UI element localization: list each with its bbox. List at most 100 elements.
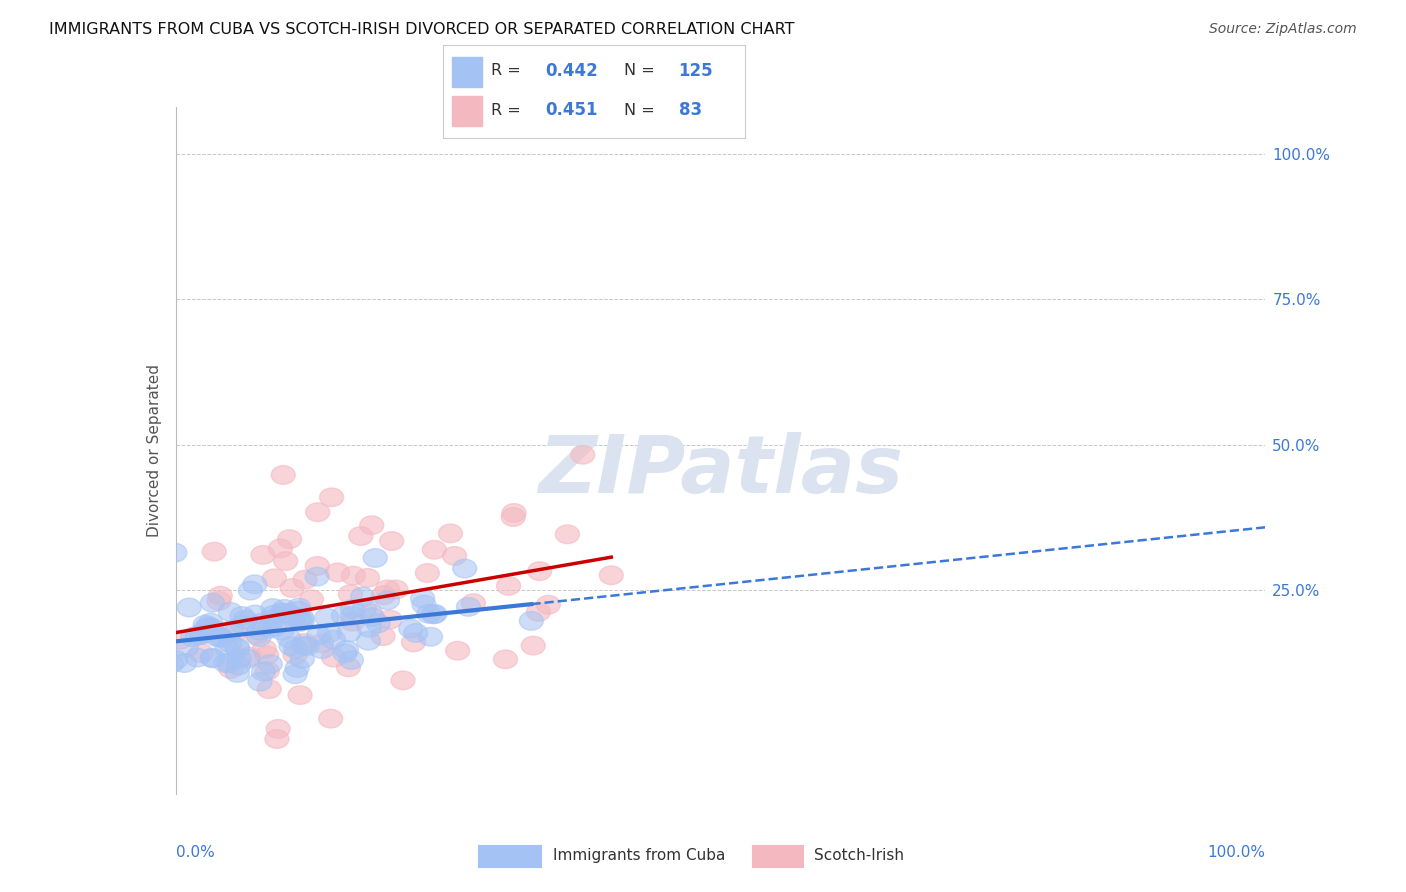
Ellipse shape bbox=[262, 606, 285, 624]
Ellipse shape bbox=[319, 709, 343, 728]
Ellipse shape bbox=[356, 568, 380, 587]
Ellipse shape bbox=[121, 658, 145, 677]
Ellipse shape bbox=[315, 608, 339, 627]
Ellipse shape bbox=[283, 665, 307, 683]
FancyBboxPatch shape bbox=[451, 57, 482, 87]
Ellipse shape bbox=[536, 595, 561, 614]
Ellipse shape bbox=[118, 620, 142, 639]
Ellipse shape bbox=[231, 607, 254, 625]
Ellipse shape bbox=[107, 659, 131, 678]
Ellipse shape bbox=[378, 610, 402, 629]
Ellipse shape bbox=[190, 625, 214, 644]
Ellipse shape bbox=[247, 673, 271, 691]
Ellipse shape bbox=[42, 628, 66, 646]
Text: 125: 125 bbox=[679, 62, 713, 79]
Ellipse shape bbox=[236, 649, 260, 668]
Ellipse shape bbox=[375, 591, 399, 609]
Ellipse shape bbox=[169, 631, 193, 649]
Ellipse shape bbox=[402, 633, 426, 652]
Ellipse shape bbox=[271, 466, 295, 484]
Text: R =: R = bbox=[491, 103, 522, 118]
Ellipse shape bbox=[305, 557, 329, 575]
Ellipse shape bbox=[97, 635, 121, 653]
Ellipse shape bbox=[141, 606, 165, 624]
Ellipse shape bbox=[264, 730, 288, 748]
Ellipse shape bbox=[305, 503, 329, 522]
Ellipse shape bbox=[290, 611, 315, 630]
Ellipse shape bbox=[202, 542, 226, 561]
Ellipse shape bbox=[56, 736, 80, 755]
Ellipse shape bbox=[208, 586, 232, 605]
Ellipse shape bbox=[191, 624, 215, 642]
Ellipse shape bbox=[288, 686, 312, 705]
Ellipse shape bbox=[263, 569, 287, 588]
Ellipse shape bbox=[522, 636, 546, 655]
Ellipse shape bbox=[194, 618, 218, 637]
Ellipse shape bbox=[253, 640, 277, 658]
Ellipse shape bbox=[287, 609, 311, 628]
Ellipse shape bbox=[201, 593, 225, 612]
Ellipse shape bbox=[527, 562, 551, 581]
Ellipse shape bbox=[571, 445, 595, 464]
Text: Immigrants from Cuba: Immigrants from Cuba bbox=[553, 848, 725, 863]
Ellipse shape bbox=[34, 680, 58, 698]
Ellipse shape bbox=[353, 599, 377, 617]
Ellipse shape bbox=[339, 585, 363, 604]
Ellipse shape bbox=[290, 608, 314, 627]
Ellipse shape bbox=[173, 654, 197, 673]
Text: IMMIGRANTS FROM CUBA VS SCOTCH-IRISH DIVORCED OR SEPARATED CORRELATION CHART: IMMIGRANTS FROM CUBA VS SCOTCH-IRISH DIV… bbox=[49, 22, 794, 37]
Ellipse shape bbox=[163, 650, 187, 669]
Ellipse shape bbox=[73, 539, 97, 557]
Ellipse shape bbox=[363, 549, 387, 567]
Ellipse shape bbox=[443, 547, 467, 566]
Ellipse shape bbox=[299, 590, 323, 608]
Ellipse shape bbox=[274, 552, 298, 570]
Ellipse shape bbox=[149, 731, 173, 750]
Ellipse shape bbox=[200, 648, 224, 667]
Ellipse shape bbox=[322, 648, 346, 667]
Ellipse shape bbox=[340, 599, 364, 618]
Ellipse shape bbox=[219, 621, 243, 640]
Ellipse shape bbox=[163, 543, 187, 562]
Ellipse shape bbox=[76, 619, 100, 638]
Ellipse shape bbox=[292, 633, 316, 652]
Ellipse shape bbox=[174, 638, 198, 657]
Ellipse shape bbox=[526, 603, 550, 621]
Ellipse shape bbox=[322, 631, 346, 649]
Ellipse shape bbox=[336, 658, 360, 677]
Ellipse shape bbox=[70, 595, 94, 614]
Ellipse shape bbox=[453, 559, 477, 578]
Ellipse shape bbox=[342, 566, 366, 585]
Ellipse shape bbox=[269, 539, 292, 558]
Ellipse shape bbox=[418, 605, 441, 624]
Ellipse shape bbox=[260, 610, 284, 629]
Ellipse shape bbox=[252, 663, 276, 681]
Ellipse shape bbox=[384, 580, 408, 599]
Ellipse shape bbox=[284, 640, 308, 658]
Ellipse shape bbox=[207, 591, 231, 610]
Ellipse shape bbox=[340, 607, 364, 625]
Ellipse shape bbox=[97, 615, 121, 634]
Ellipse shape bbox=[412, 595, 436, 614]
Ellipse shape bbox=[288, 613, 312, 632]
Ellipse shape bbox=[215, 640, 239, 658]
Ellipse shape bbox=[193, 615, 217, 634]
Ellipse shape bbox=[245, 625, 269, 644]
Ellipse shape bbox=[209, 629, 233, 648]
Ellipse shape bbox=[422, 605, 446, 624]
Text: N =: N = bbox=[624, 63, 655, 78]
Ellipse shape bbox=[90, 659, 114, 678]
Ellipse shape bbox=[249, 614, 273, 632]
Ellipse shape bbox=[446, 641, 470, 660]
Ellipse shape bbox=[357, 618, 381, 637]
Ellipse shape bbox=[339, 650, 363, 669]
Ellipse shape bbox=[357, 632, 381, 650]
Ellipse shape bbox=[188, 644, 214, 663]
Text: 83: 83 bbox=[679, 101, 702, 120]
Ellipse shape bbox=[200, 619, 224, 638]
Ellipse shape bbox=[360, 607, 384, 626]
Ellipse shape bbox=[423, 605, 447, 624]
Ellipse shape bbox=[457, 598, 481, 616]
Ellipse shape bbox=[148, 527, 172, 546]
Ellipse shape bbox=[98, 599, 122, 618]
